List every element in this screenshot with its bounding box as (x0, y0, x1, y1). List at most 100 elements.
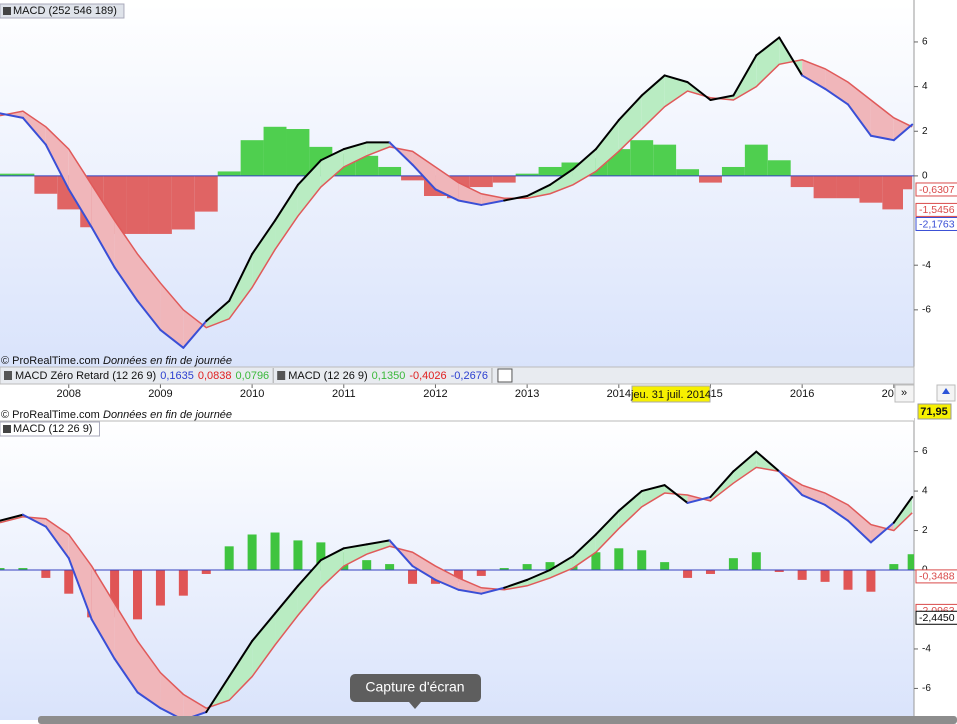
band (160, 672, 184, 720)
histogram-bar (866, 570, 876, 592)
histogram-bar (476, 570, 486, 576)
y-tick-label: 2 (922, 126, 928, 137)
band (893, 117, 913, 141)
value-box (915, 569, 957, 584)
band (527, 570, 551, 586)
macd-segment (778, 36, 804, 77)
histogram-bar (171, 175, 195, 230)
y-tick-label: 4 (922, 81, 928, 92)
macd-segment (709, 470, 735, 498)
band (572, 534, 596, 569)
macd-segment (594, 119, 620, 151)
macd-segment (251, 219, 277, 256)
macd-segment (480, 586, 506, 595)
band (664, 75, 688, 107)
band (297, 560, 321, 616)
histogram-bar (0, 568, 5, 571)
axis-background (914, 418, 957, 720)
histogram-bar (728, 558, 738, 571)
histogram-bar (902, 175, 913, 190)
macd-segment (824, 87, 849, 106)
macd-segment (388, 539, 414, 568)
histogram-bar (286, 129, 310, 176)
macd-segment (571, 148, 597, 171)
legend-value: 0,0838 (198, 370, 232, 382)
copyright: © ProRealTime.com (1, 355, 100, 367)
macd-segment (0, 112, 24, 119)
histogram-bar (385, 564, 395, 571)
histogram-bar (492, 175, 516, 183)
band (412, 552, 436, 580)
histogram-bar (820, 570, 830, 582)
legend-value: -0,4026 (409, 370, 446, 382)
macd-segment (617, 94, 643, 122)
band (458, 182, 482, 205)
histogram-bar (843, 570, 853, 590)
macd-segment (182, 320, 208, 349)
price-box (917, 403, 952, 420)
histogram-bar (155, 570, 165, 606)
scroll-button[interactable] (894, 384, 915, 403)
macd-segment (136, 691, 162, 710)
macd-segment (846, 519, 872, 544)
y-tick-label: 4 (922, 486, 928, 497)
y-tick-label: -4 (922, 260, 931, 271)
legend-value: -0,2676 (451, 370, 488, 382)
band (252, 220, 276, 288)
title-box (0, 421, 100, 437)
x-tick-label: 2008 (57, 388, 81, 400)
macd-segment (663, 74, 689, 84)
band (45, 126, 69, 190)
histogram-bar (355, 155, 379, 176)
histogram-bar (660, 562, 670, 571)
macd-segment (228, 640, 254, 678)
histogram-bar (653, 144, 677, 176)
histogram-bar (224, 546, 234, 571)
value-box (915, 202, 957, 217)
y-tick-label: 2 (922, 525, 928, 536)
macd-segment (205, 675, 231, 714)
band (91, 566, 115, 659)
macd-segment (457, 199, 483, 206)
macd-segment (67, 188, 93, 229)
scroll-label[interactable]: » (901, 387, 907, 399)
macd-segment (503, 194, 529, 202)
histogram-bar (148, 175, 172, 234)
value-label: -2,4450 (919, 612, 955, 624)
macd-segment (686, 495, 712, 504)
histogram-bar (699, 175, 722, 183)
macd-segment (44, 143, 70, 191)
x-tick-label: 2016 (790, 388, 814, 400)
x-tick-label: 2017 (882, 388, 906, 400)
panel-title: MACD (12 26 9) (13, 423, 92, 435)
histogram-bar (201, 570, 211, 574)
band (435, 166, 459, 201)
histogram-bar (751, 552, 761, 571)
histogram-bar (293, 540, 303, 571)
macd-segment (113, 266, 139, 302)
macd-segment (296, 159, 322, 186)
value-label: -1,5456 (919, 204, 955, 216)
band (481, 193, 505, 205)
x-tick-label: 2013 (515, 388, 539, 400)
histogram-bar (247, 534, 257, 571)
histogram-bar (889, 564, 899, 571)
histogram-bar (591, 552, 601, 571)
macd-segment (869, 521, 895, 544)
histogram-bar (240, 140, 264, 176)
band (320, 149, 344, 188)
histogram-bar (178, 570, 188, 596)
histogram-bar (34, 175, 58, 194)
y-tick-label: -6 (922, 304, 931, 315)
macd-segment (869, 134, 895, 142)
band (297, 160, 321, 217)
macd-segment (640, 74, 666, 97)
band (275, 184, 298, 250)
histogram-bar (614, 548, 624, 571)
macd-segment (801, 74, 827, 90)
legend-icon (277, 371, 286, 380)
macd-segment (67, 557, 93, 621)
histogram-bar (133, 570, 143, 620)
band (618, 95, 642, 152)
macd-segment (480, 199, 506, 206)
